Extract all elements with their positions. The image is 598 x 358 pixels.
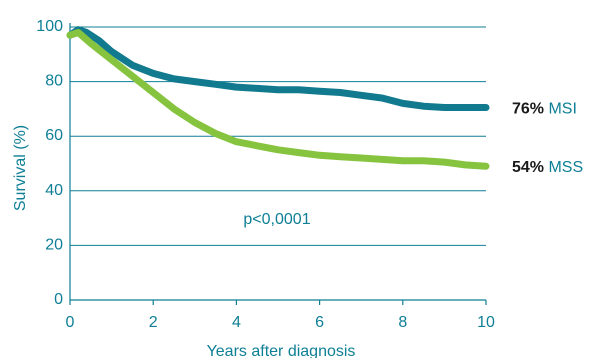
- series-line-mss: [66, 29, 490, 170]
- y-axis-label: Survival (%): [12, 125, 29, 211]
- series-name: MSI: [544, 101, 577, 118]
- series-line-msi: [66, 26, 490, 111]
- x-tick-label: 0: [66, 314, 75, 331]
- series-end-value: 54%: [512, 159, 544, 176]
- x-tick-label: 4: [232, 314, 241, 331]
- p-value-annotation: p<0,0001: [243, 211, 310, 228]
- y-tick-label: 0: [54, 291, 63, 308]
- y-tick-label: 40: [45, 182, 63, 199]
- y-tick-labels: 0 20 40 60 80 100: [36, 18, 63, 308]
- x-tick-label: 2: [149, 314, 158, 331]
- y-tick-label: 60: [45, 127, 63, 144]
- series-end-label-msi: 76% MSI: [512, 101, 577, 118]
- axes: [69, 23, 486, 301]
- series-name: MSS: [544, 159, 583, 176]
- y-tick-label: 20: [45, 236, 63, 253]
- x-tick-label: 6: [315, 314, 324, 331]
- y-tick-label: 100: [36, 18, 63, 35]
- series-end-labels: 76% MSI 54% MSS: [512, 101, 583, 177]
- series-end-value: 76%: [512, 101, 544, 118]
- series-lines: [66, 26, 490, 170]
- x-axis-label: Years after diagnosis: [207, 343, 356, 358]
- x-tick-labels: 0 2 4 6 8 10: [66, 300, 495, 331]
- x-tick-label: 10: [477, 314, 495, 331]
- x-tick-label: 8: [398, 314, 407, 331]
- series-end-label-mss: 54% MSS: [512, 159, 583, 176]
- y-tick-label: 80: [45, 73, 63, 90]
